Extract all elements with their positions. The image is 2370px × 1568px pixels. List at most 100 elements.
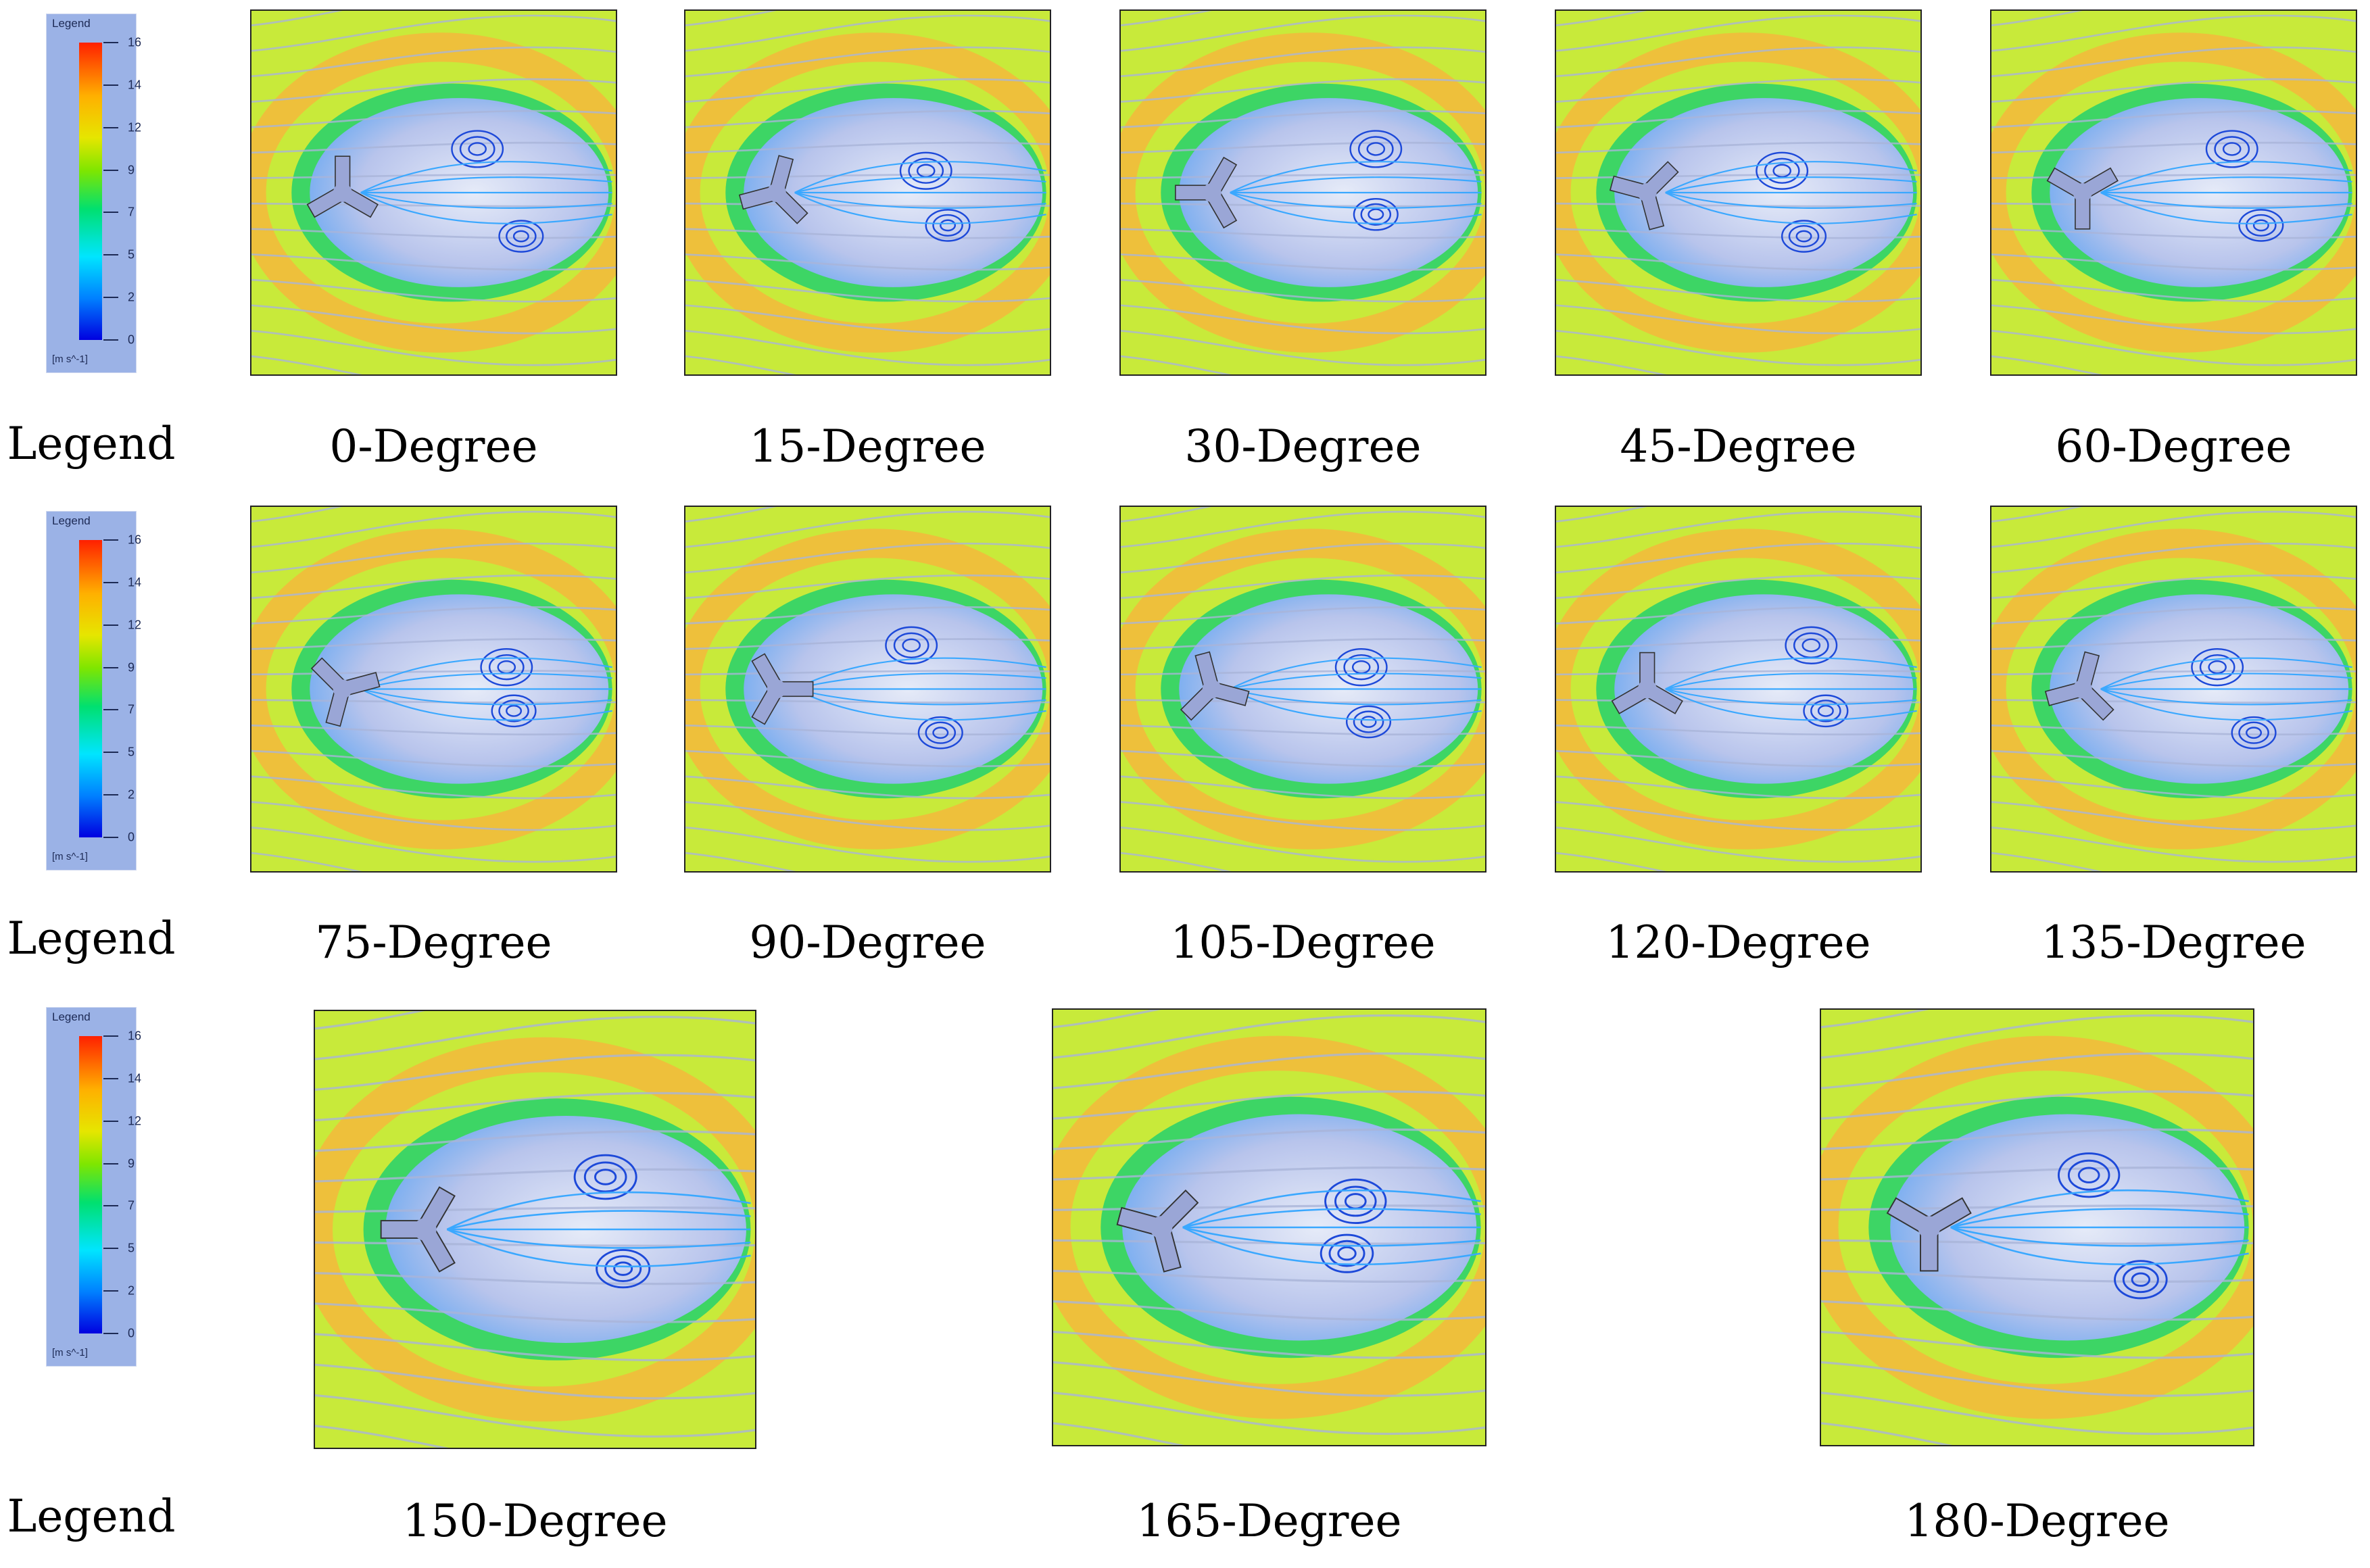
streamline [1053, 1239, 1485, 1245]
streamline [685, 638, 1050, 650]
vortex-streamline [1360, 716, 1377, 728]
vortex-streamline [2246, 727, 2263, 739]
vortex-streamline [506, 704, 523, 717]
streamline [1121, 355, 1232, 374]
legend-tick-label: 16 [128, 533, 142, 547]
streamline [1821, 1090, 2253, 1120]
streamline [251, 606, 616, 624]
streamline [1991, 330, 2356, 366]
legend-unit: [m s^-1] [52, 851, 88, 862]
vortex-streamline [1345, 705, 1392, 739]
legend-tick-label: 14 [128, 1071, 142, 1085]
legend-tick-mark [103, 1035, 118, 1037]
streamline [1821, 1052, 2253, 1089]
legend-tick-label: 7 [128, 205, 135, 219]
vortex-streamline [925, 721, 957, 744]
vortex-streamline [498, 700, 529, 722]
flow-panel-30-degree [1119, 9, 1486, 376]
vortex-streamline [596, 1249, 651, 1289]
legend-tick-mark [103, 42, 118, 43]
wake-streamline [2100, 176, 2352, 194]
flow-panel-60-degree [1990, 9, 2357, 376]
shear-layer [251, 32, 616, 353]
flow-panel-0-degree [250, 9, 617, 376]
panel-caption: 60-Degree [2055, 420, 2292, 472]
streamline [1556, 14, 1920, 52]
shear-layer [1991, 32, 2356, 353]
streamline [251, 638, 616, 650]
streamline [1991, 11, 2083, 26]
streamline [1991, 141, 2356, 154]
wake-streamline [1950, 1190, 2249, 1229]
y-shaped-body [1116, 1189, 1199, 1273]
legend-tick-mark [103, 1120, 118, 1122]
streamline [685, 725, 1050, 736]
panel-caption: 30-Degree [1184, 420, 1422, 472]
streamline [685, 750, 1050, 768]
streamline [315, 1425, 449, 1448]
streamline [685, 801, 1050, 831]
legend-tick-mark [103, 126, 118, 128]
flow-panel-90-degree [684, 506, 1051, 873]
y-shaped-body [1175, 156, 1238, 229]
legend-tick-label: 2 [128, 1283, 135, 1298]
legend-tick-label: 5 [128, 247, 135, 262]
streamline [315, 1130, 755, 1152]
streamline [1121, 330, 1485, 366]
streamline [1556, 852, 1667, 871]
legend-tick-label: 5 [128, 1241, 135, 1255]
streamline [1821, 1269, 2253, 1283]
streamline [251, 173, 616, 179]
legend-tick-label: 14 [128, 575, 142, 589]
streamline [251, 507, 343, 522]
flow-panel-180-degree [1820, 1008, 2254, 1446]
streamline [1991, 304, 2356, 335]
streamline [1556, 141, 1920, 154]
streamline [1821, 1204, 2253, 1211]
vortex-streamline [2246, 214, 2277, 237]
vortex-streamline [498, 220, 544, 253]
vortex-streamline [893, 632, 929, 658]
vortex-streamline [1334, 1185, 1377, 1217]
legend-tick-mark [103, 581, 118, 583]
streamline [251, 574, 616, 599]
streamline [1991, 46, 2356, 78]
vortex-streamline [1772, 164, 1791, 178]
wake-streamline [794, 192, 1046, 224]
vortex-streamline [488, 654, 525, 681]
streamline [1556, 826, 1920, 863]
shear-layer [1556, 529, 1920, 850]
streamline [685, 141, 1050, 154]
streamline [685, 46, 1050, 78]
streamline [1556, 699, 1920, 704]
vortex-streamline [899, 151, 952, 190]
legend-tick-label: 7 [128, 1198, 135, 1212]
streamline [685, 775, 1050, 800]
wake-streamline [446, 1228, 751, 1268]
streamline [685, 606, 1050, 624]
vortex-streamline [468, 142, 487, 156]
streamline [1053, 1269, 1485, 1283]
streamline [315, 1333, 755, 1362]
vortex-streamline [932, 214, 963, 237]
vortex-streamline [1781, 220, 1827, 253]
streamline [1991, 278, 2356, 303]
streamline [1556, 725, 1920, 736]
streamline [1053, 1128, 1485, 1150]
streamline [1991, 228, 2356, 239]
streamline [1556, 542, 1920, 574]
legend-tick-mark [103, 752, 118, 754]
streamline [1991, 109, 2356, 128]
vortex-streamline [2131, 1272, 2151, 1287]
streamline [1821, 1128, 2253, 1150]
legend-tick-label: 16 [128, 35, 142, 49]
wake-streamline [1230, 176, 1482, 194]
panel-caption: 120-Degree [1605, 916, 1871, 969]
streamline [1821, 1300, 2253, 1321]
flow-panel-120-degree [1555, 506, 1922, 873]
color-legend-row3: Legend 16 14 12 9 7 5 2 0 [m s^-1] [46, 1007, 141, 1367]
streamline [1121, 202, 1485, 207]
streamline [1991, 750, 2356, 768]
vortex-streamline [613, 1261, 633, 1276]
vortex-streamline [1785, 626, 1838, 664]
